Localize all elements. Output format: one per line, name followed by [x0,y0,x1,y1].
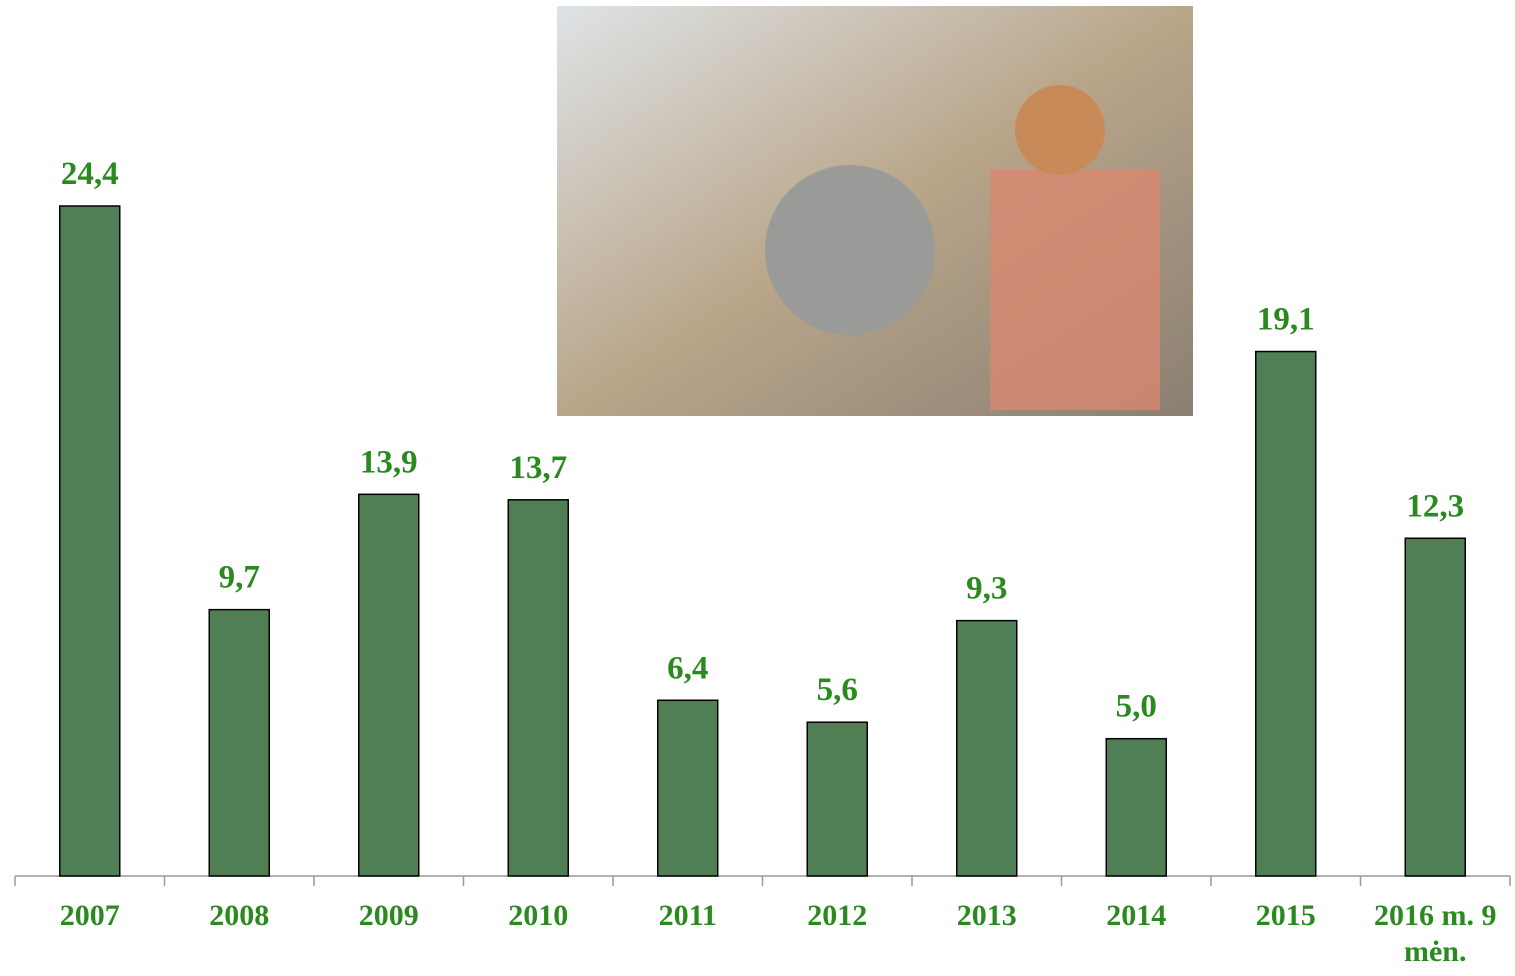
value-label: 6,4 [667,650,708,686]
x-tick-label: 2011 [658,899,717,932]
bar [208,608,270,877]
bar [507,499,569,877]
x-tick-label: 2012 [807,899,868,932]
value-label: 5,0 [1116,689,1157,725]
photo [557,6,1193,416]
bar [657,699,719,877]
x-tick-label: 2008 [209,899,270,932]
x-tick-label: 2013 [956,899,1017,932]
value-label: 24,4 [61,156,119,192]
bar [1255,350,1317,877]
value-label: 13,9 [360,444,418,480]
bar [1105,737,1167,877]
x-tick-label: 2016 m. 9 mėn. [1374,899,1497,968]
value-label: 9,3 [966,571,1007,607]
value-label: 19,1 [1257,302,1315,338]
value-label: 5,6 [817,672,858,708]
bar [806,721,868,877]
bar [956,619,1018,877]
value-label: 13,7 [509,450,567,486]
x-tick-label: 2009 [358,899,419,932]
x-tick-label: 2007 [59,899,120,932]
bar [358,493,420,877]
bar [59,205,121,877]
value-label: 9,7 [219,560,260,596]
x-tick-label: 2015 [1255,899,1316,932]
value-label: 12,3 [1406,488,1464,524]
bar [1404,537,1466,877]
x-tick-label: 2010 [508,899,569,932]
x-tick-label: 2014 [1106,899,1167,932]
